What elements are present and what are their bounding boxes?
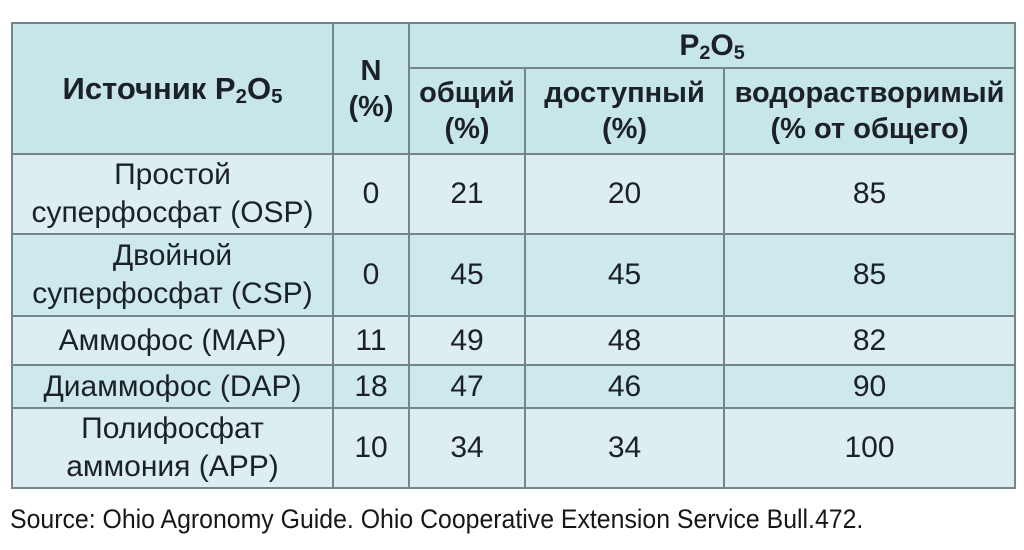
cell-total: 21 — [408, 153, 526, 235]
cell-source-name: Простой суперфосфат (OSP) — [11, 153, 334, 235]
col-header-available: доступный (%) — [524, 67, 725, 155]
col-header-source-o: O — [246, 70, 272, 106]
table-row-app: Полифосфат аммония (APP) 10 34 34 100 — [11, 407, 1017, 489]
table-row-csp: Двойной суперфосфат (CSP) 0 45 45 85 — [11, 233, 1017, 317]
col-header-n: N (%) — [332, 22, 410, 155]
cell-water-soluble: 90 — [722, 364, 1017, 409]
cell-source-name: Полифосфат аммония (APP) — [11, 407, 334, 489]
cell-available: 48 — [524, 315, 725, 366]
cell-source-name: Диаммофос (DAP) — [11, 364, 334, 409]
subscript-2: 2 — [699, 41, 711, 64]
cell-n: 0 — [332, 233, 410, 317]
source-note: Source: Ohio Agronomy Guide. Ohio Cooper… — [10, 504, 864, 534]
cell-n: 10 — [332, 407, 410, 489]
cell-water-soluble: 85 — [722, 153, 1017, 235]
table-row-osp: Простой суперфосфат (OSP) 0 21 20 85 — [11, 153, 1017, 235]
p2o5-text: P — [679, 28, 700, 62]
cell-available: 20 — [524, 153, 725, 235]
table-row-map: Аммофос (MAP) 11 49 48 82 — [11, 315, 1017, 366]
col-header-water-soluble: водорастворимый (% от общего) — [722, 67, 1017, 155]
subscript-5: 5 — [733, 41, 745, 64]
subscript-5: 5 — [271, 85, 283, 108]
cell-n: 18 — [332, 364, 410, 409]
cell-available: 46 — [524, 364, 725, 409]
cell-total: 45 — [408, 233, 526, 317]
p2o5-o: O — [710, 28, 734, 62]
p2o5-sources-table: Источник P2O5 N (%) P2O5 общий (%) досту… — [11, 22, 1017, 489]
cell-water-soluble: 100 — [722, 407, 1017, 489]
cell-total: 49 — [408, 315, 526, 366]
cell-source-name: Аммофос (MAP) — [11, 315, 334, 366]
col-header-total: общий (%) — [408, 67, 526, 155]
cell-total: 34 — [408, 407, 526, 489]
cell-available: 45 — [524, 233, 725, 317]
cell-total: 47 — [408, 364, 526, 409]
cell-source-name: Двойной суперфосфат (CSP) — [11, 233, 334, 317]
col-header-source-text: Источник P — [62, 70, 236, 106]
cell-n: 0 — [332, 153, 410, 235]
table-header: Источник P2O5 N (%) P2O5 общий (%) досту… — [11, 22, 1017, 155]
cell-n: 11 — [332, 315, 410, 366]
subscript-2: 2 — [235, 85, 247, 108]
table-body: Простой суперфосфат (OSP) 0 21 20 85 Дво… — [11, 153, 1017, 489]
cell-water-soluble: 82 — [722, 315, 1017, 366]
cell-available: 34 — [524, 407, 725, 489]
table-row-dap: Диаммофос (DAP) 18 47 46 90 — [11, 364, 1017, 409]
col-header-source: Источник P2O5 — [11, 22, 334, 155]
col-header-p2o5-group: P2O5 — [407, 22, 1017, 69]
cell-water-soluble: 85 — [722, 233, 1017, 317]
